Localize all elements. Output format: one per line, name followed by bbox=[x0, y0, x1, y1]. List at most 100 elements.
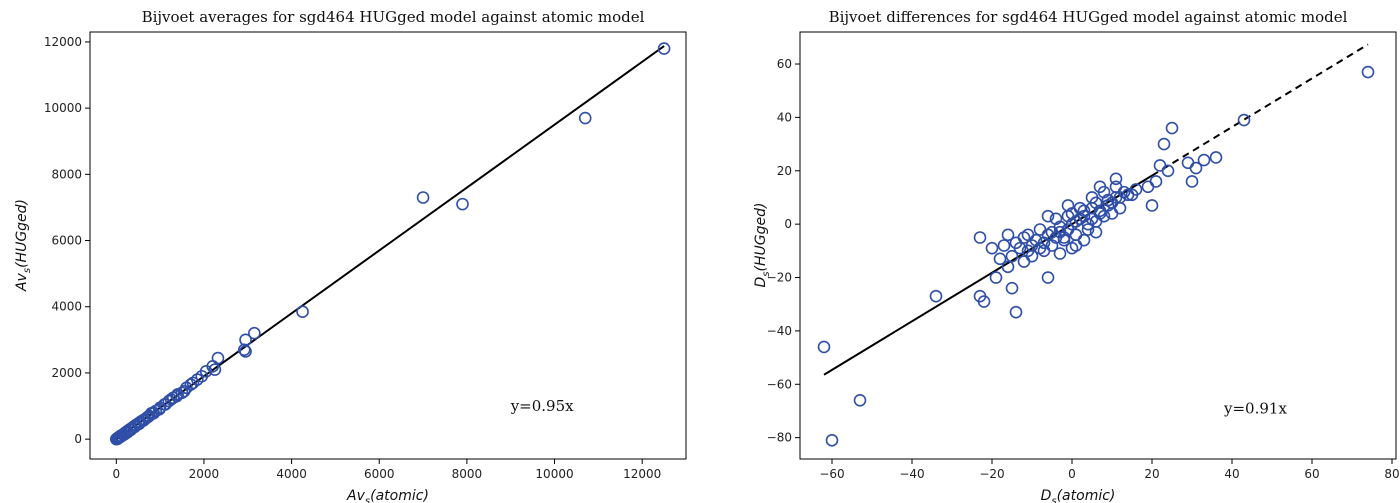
data-point-averages bbox=[416, 191, 430, 204]
scatter-points-differences bbox=[817, 65, 1375, 447]
data-point-differences bbox=[1005, 281, 1019, 295]
y-tick-label-averages: 4000 bbox=[51, 300, 82, 314]
x-tick-label-differences: 40 bbox=[1224, 467, 1239, 481]
data-point-differences bbox=[1025, 239, 1039, 252]
data-point-differences bbox=[1161, 164, 1175, 178]
data-point-differences bbox=[825, 434, 839, 447]
data-point-differences bbox=[1141, 180, 1155, 194]
y-tick-label-differences: 0 bbox=[784, 217, 792, 231]
x-tick-label-differences: −40 bbox=[899, 467, 924, 481]
data-point-differences bbox=[977, 295, 991, 308]
scatter-points-averages bbox=[109, 42, 671, 446]
data-point-differences bbox=[1209, 151, 1223, 164]
x-tick-label-averages: 8000 bbox=[452, 467, 483, 481]
data-point-averages bbox=[208, 363, 222, 376]
data-point-differences bbox=[1049, 212, 1063, 226]
y-tick-label-differences: 20 bbox=[777, 164, 792, 178]
data-point-differences bbox=[973, 231, 987, 244]
data-point-averages bbox=[177, 384, 191, 398]
data-point-differences bbox=[1093, 180, 1107, 194]
x-tick-label-differences: −60 bbox=[819, 467, 844, 481]
data-point-averages bbox=[186, 376, 200, 390]
data-point-differences bbox=[1001, 260, 1015, 274]
fit-annotation-differences: y=0.91x bbox=[1223, 400, 1287, 418]
data-point-differences bbox=[1009, 236, 1023, 250]
data-point-differences bbox=[1037, 244, 1051, 258]
chart-title-averages: Bijvoet averages for sgd464 HUGged model… bbox=[142, 8, 645, 26]
data-point-differences bbox=[1181, 156, 1195, 170]
data-point-differences bbox=[1101, 193, 1115, 207]
y-axis-label-averages: Avs(HUGged) bbox=[14, 199, 33, 292]
data-point-differences bbox=[1237, 113, 1251, 127]
data-point-differences bbox=[1057, 233, 1071, 247]
data-point-averages bbox=[296, 305, 309, 319]
data-point-differences bbox=[1361, 65, 1375, 79]
y-tick-label-differences: −20 bbox=[767, 271, 792, 285]
x-tick-label-differences: 80 bbox=[1384, 467, 1399, 481]
fit-line-averages bbox=[115, 45, 665, 440]
y-tick-label-averages: 6000 bbox=[51, 234, 82, 248]
data-point-differences bbox=[1053, 247, 1067, 260]
data-point-differences bbox=[1069, 228, 1083, 242]
x-tick-label-averages: 4000 bbox=[276, 467, 307, 481]
data-point-differences bbox=[1041, 271, 1055, 284]
y-axis-label-differences: Ds(HUGged) bbox=[753, 203, 772, 288]
fit-line-differences-dashed bbox=[1151, 43, 1369, 177]
data-point-differences bbox=[985, 241, 999, 255]
data-point-differences bbox=[817, 340, 831, 354]
data-point-differences bbox=[1113, 201, 1127, 215]
data-point-differences bbox=[1197, 153, 1211, 167]
fit-annotation-averages: y=0.95x bbox=[510, 397, 574, 415]
data-point-differences bbox=[1081, 217, 1095, 231]
data-point-averages bbox=[124, 423, 138, 437]
axis-ticks-averages: 0 2000 4000 6000 8000 10000 12000 0 2000 4000 6000… bbox=[44, 35, 661, 481]
data-point-averages bbox=[195, 369, 209, 383]
x-axis-label-averages: Avs(atomic) bbox=[346, 488, 429, 503]
panel-differences: Bijvoet differences for sgd464 HUGged mo… bbox=[753, 8, 1400, 503]
plot-frame-differences bbox=[799, 31, 1397, 460]
data-point-averages bbox=[237, 343, 251, 357]
data-point-differences bbox=[1109, 191, 1123, 204]
data-point-differences bbox=[997, 239, 1011, 252]
x-tick-label-averages: 10000 bbox=[535, 467, 573, 481]
data-point-averages bbox=[456, 197, 469, 211]
data-point-differences bbox=[853, 393, 867, 407]
axis-ticks-differences: −60 −40 −20 0 20 40 60 80 −80 −60 −40 −20 0 20 40 60 bbox=[767, 57, 1400, 481]
data-point-differences bbox=[1081, 223, 1095, 236]
data-point-differences bbox=[1089, 225, 1103, 239]
data-point-differences bbox=[1001, 228, 1015, 242]
data-point-differences bbox=[1041, 209, 1055, 223]
data-point-differences bbox=[1153, 159, 1167, 172]
x-tick-label-differences: −20 bbox=[979, 467, 1004, 481]
data-point-differences bbox=[1073, 201, 1087, 215]
y-tick-label-averages: 0 bbox=[74, 432, 82, 446]
x-tick-label-averages: 2000 bbox=[189, 467, 220, 481]
x-tick-label-differences: 20 bbox=[1144, 467, 1159, 481]
y-tick-label-averages: 10000 bbox=[44, 101, 82, 115]
data-point-differences bbox=[1105, 207, 1119, 220]
data-point-differences bbox=[989, 271, 1003, 284]
data-point-differences bbox=[1085, 191, 1099, 204]
data-point-differences bbox=[1077, 233, 1091, 247]
data-point-differences bbox=[1017, 255, 1031, 268]
x-tick-label-averages: 12000 bbox=[623, 467, 661, 481]
data-point-differences bbox=[1021, 228, 1035, 242]
x-tick-label-differences: 0 bbox=[1068, 467, 1076, 481]
data-point-averages bbox=[248, 326, 261, 340]
data-point-differences bbox=[1109, 172, 1123, 186]
data-point-differences bbox=[1189, 161, 1203, 175]
data-point-differences bbox=[1165, 121, 1179, 135]
y-tick-label-differences: −40 bbox=[767, 324, 792, 338]
data-point-averages bbox=[657, 42, 671, 55]
data-point-differences bbox=[929, 289, 943, 303]
data-point-differences bbox=[1125, 188, 1139, 202]
data-point-averages bbox=[211, 351, 225, 365]
data-point-differences bbox=[1157, 137, 1171, 151]
x-tick-label-differences: 60 bbox=[1304, 467, 1319, 481]
data-point-differences bbox=[1145, 199, 1159, 212]
chart-title-differences: Bijvoet differences for sgd464 HUGged mo… bbox=[829, 8, 1348, 26]
y-tick-label-differences: −60 bbox=[767, 377, 792, 391]
plot-frame-averages bbox=[89, 31, 687, 460]
data-point-differences bbox=[1069, 239, 1083, 252]
